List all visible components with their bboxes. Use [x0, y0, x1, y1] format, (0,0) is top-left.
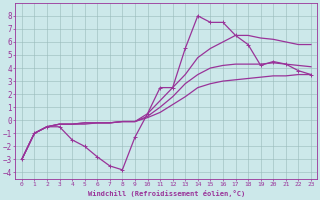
X-axis label: Windchill (Refroidissement éolien,°C): Windchill (Refroidissement éolien,°C): [88, 190, 245, 197]
